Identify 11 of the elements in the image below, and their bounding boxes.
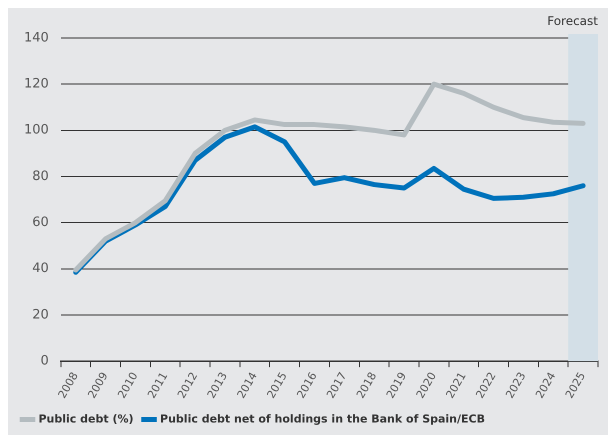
y-tick-label: 20 [32, 307, 49, 322]
legend-label: Public debt net of holdings in the Bank of Spain/ECB [160, 412, 485, 426]
y-tick-label: 100 [24, 122, 49, 138]
y-tick-label: 140 [24, 30, 49, 46]
y-tick-label: 80 [32, 168, 49, 184]
y-tick-label: 120 [24, 76, 49, 92]
y-tick-label: 60 [32, 215, 49, 230]
legend-label: Public debt (%) [38, 412, 134, 426]
y-tick-label: 40 [32, 261, 49, 276]
band-label: Forecast [547, 14, 598, 28]
y-tick-label: 0 [40, 354, 49, 369]
